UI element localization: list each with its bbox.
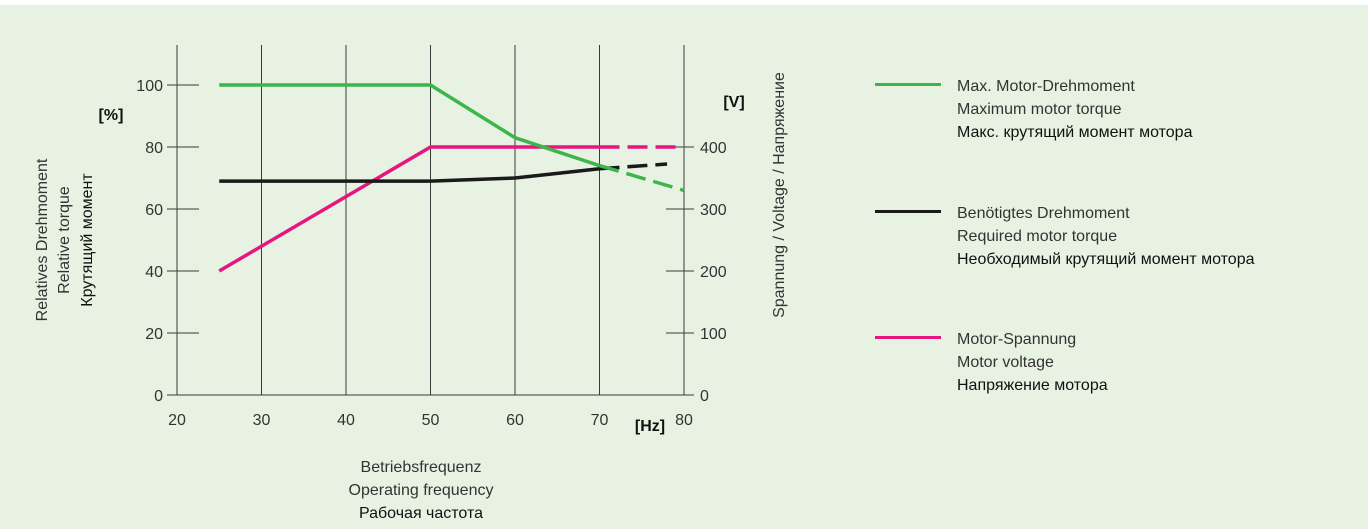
legend-label-de: Max. Motor-Drehmoment <box>957 78 1135 95</box>
legend-label-en: Required motor torque <box>957 228 1118 245</box>
y-tick-label-left: 40 <box>145 264 163 281</box>
x-axis-title: Operating frequency <box>349 482 494 499</box>
y-tick-label-right: 200 <box>700 264 727 281</box>
y-unit-right: [V] <box>723 94 744 111</box>
y-tick-label-right: 100 <box>700 326 727 343</box>
y-axis-title-left: Relatives Drehmoment <box>34 158 51 321</box>
x-axis-title: Betriebsfrequenz <box>361 459 482 476</box>
x-tick-label: 40 <box>337 412 355 429</box>
series-line-required-torque <box>219 166 600 183</box>
legend-label-ru: Напряжение мотора <box>957 377 1108 394</box>
legend-label-de: Motor-Spannung <box>957 331 1077 348</box>
series-line-max-torque <box>219 83 601 168</box>
y-tick-label-left: 80 <box>145 140 163 157</box>
x-unit: [Hz] <box>635 418 665 435</box>
y-tick-label-right: 400 <box>700 140 727 157</box>
y-tick-label-left: 0 <box>154 388 163 405</box>
y-axis-title-left: Крутящий момент <box>79 173 96 307</box>
x-tick-label: 50 <box>422 412 440 429</box>
y-tick-label-right: 300 <box>700 202 727 219</box>
y-tick-label-left: 60 <box>145 202 163 219</box>
series-line-motor-voltage <box>218 145 600 273</box>
legend-label-ru: Макс. крутящий момент мотора <box>957 124 1193 141</box>
y-unit-left: [%] <box>99 107 124 124</box>
y-axis-title-right: Spannung / Voltage / Напряжение <box>771 72 788 318</box>
y-tick-label-left: 100 <box>136 78 163 95</box>
x-tick-label: 60 <box>506 412 524 429</box>
y-axis-title-left: Relative torque <box>56 186 73 294</box>
legend-label-ru: Необходимый крутящий момент мотора <box>957 251 1255 268</box>
y-tick-label-left: 20 <box>145 326 163 343</box>
legend-label-en: Motor voltage <box>957 354 1054 371</box>
legend-label-en: Maximum motor torque <box>957 101 1122 118</box>
legend-swatch-required-torque <box>875 210 941 213</box>
legend-swatch-max-torque <box>875 83 941 86</box>
x-tick-label: 70 <box>591 412 609 429</box>
x-tick-label: 80 <box>675 412 693 429</box>
series-dash-max-torque <box>599 163 685 193</box>
legend-swatch-motor-voltage <box>875 336 941 339</box>
y-tick-label-right: 0 <box>700 388 709 405</box>
x-tick-label: 30 <box>253 412 271 429</box>
x-axis-title: Рабочая частота <box>359 505 483 522</box>
x-tick-label: 20 <box>168 412 186 429</box>
legend-label-de: Benötigtes Drehmoment <box>957 205 1130 222</box>
